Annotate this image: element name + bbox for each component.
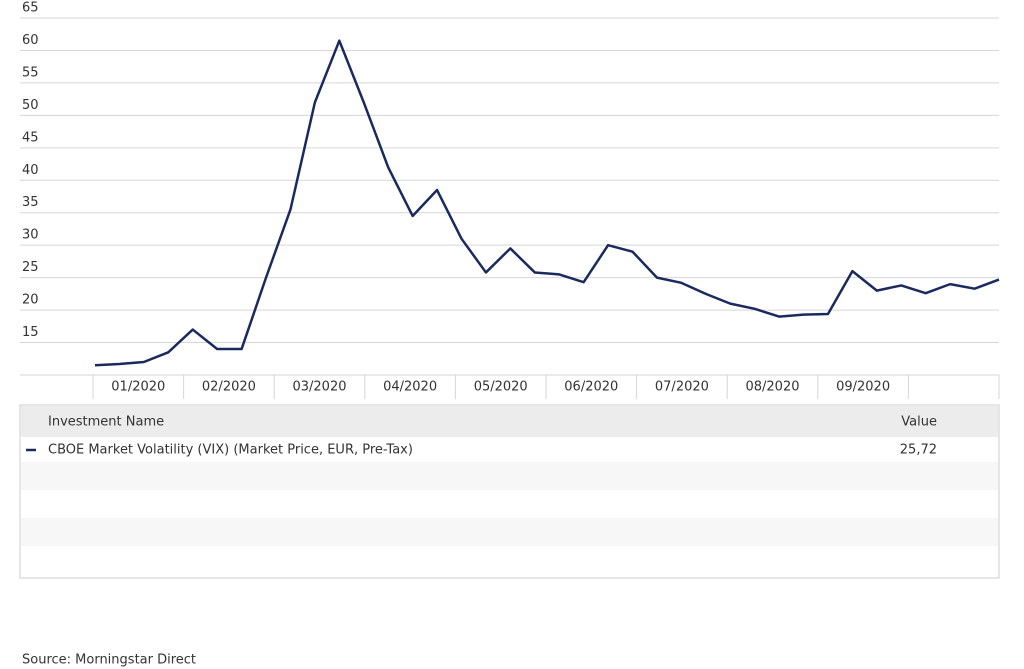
x-tick-label: 04/2020 bbox=[383, 380, 437, 395]
y-tick-label: 60 bbox=[22, 33, 39, 48]
column-header: Value bbox=[901, 415, 937, 430]
y-tick-label: 45 bbox=[22, 130, 39, 145]
y-tick-label: 40 bbox=[22, 163, 39, 178]
x-tick-label: 02/2020 bbox=[202, 380, 256, 395]
table-stripe bbox=[21, 462, 998, 490]
table-stripe bbox=[21, 518, 998, 546]
y-tick-label: 15 bbox=[22, 325, 39, 340]
x-tick-label: 09/2020 bbox=[836, 380, 890, 395]
x-tick-label: 08/2020 bbox=[745, 380, 799, 395]
x-tick-label: 01/2020 bbox=[111, 380, 165, 395]
source: Source: Morningstar Direct bbox=[22, 653, 196, 668]
y-tick-label: 20 bbox=[22, 293, 39, 308]
y-tick-label: 50 bbox=[22, 98, 39, 113]
series-line bbox=[94, 39, 1000, 367]
x-tick-label: 05/2020 bbox=[474, 380, 528, 395]
y-tick-label: 55 bbox=[22, 65, 39, 80]
investment-value: 25,72 bbox=[900, 443, 937, 458]
column-header: Investment Name bbox=[48, 415, 164, 430]
y-tick-label: 35 bbox=[22, 195, 39, 210]
y-tick-label: 65 bbox=[22, 1, 39, 16]
investment-name: CBOE Market Volatility (VIX) (Market Pri… bbox=[48, 443, 413, 458]
y-tick-label: 30 bbox=[22, 228, 39, 243]
x-tick-label: 07/2020 bbox=[655, 380, 709, 395]
x-tick-label: 03/2020 bbox=[292, 380, 346, 395]
x-tick-label: 06/2020 bbox=[564, 380, 618, 395]
y-tick-label: 25 bbox=[22, 260, 39, 275]
table-header bbox=[21, 406, 998, 437]
